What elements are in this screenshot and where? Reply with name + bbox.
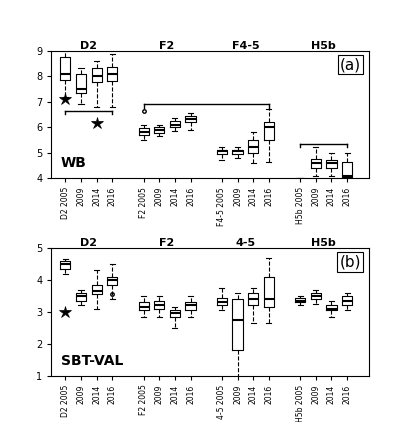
Text: F4-5: F4-5 — [231, 41, 258, 51]
Text: WB: WB — [61, 157, 86, 170]
Text: SBT-VAL: SBT-VAL — [61, 354, 123, 368]
Text: 4-5: 4-5 — [235, 238, 255, 248]
Text: ​H5b: ​H5b — [310, 238, 335, 248]
Text: H5b: H5b — [310, 41, 335, 51]
Text: (a): (a) — [339, 57, 360, 72]
Text: (b): (b) — [339, 254, 360, 270]
Text: D2: D2 — [80, 238, 97, 248]
Text: D2: D2 — [80, 41, 97, 51]
Text: F2: F2 — [159, 238, 174, 248]
Text: F2: F2 — [159, 41, 174, 51]
